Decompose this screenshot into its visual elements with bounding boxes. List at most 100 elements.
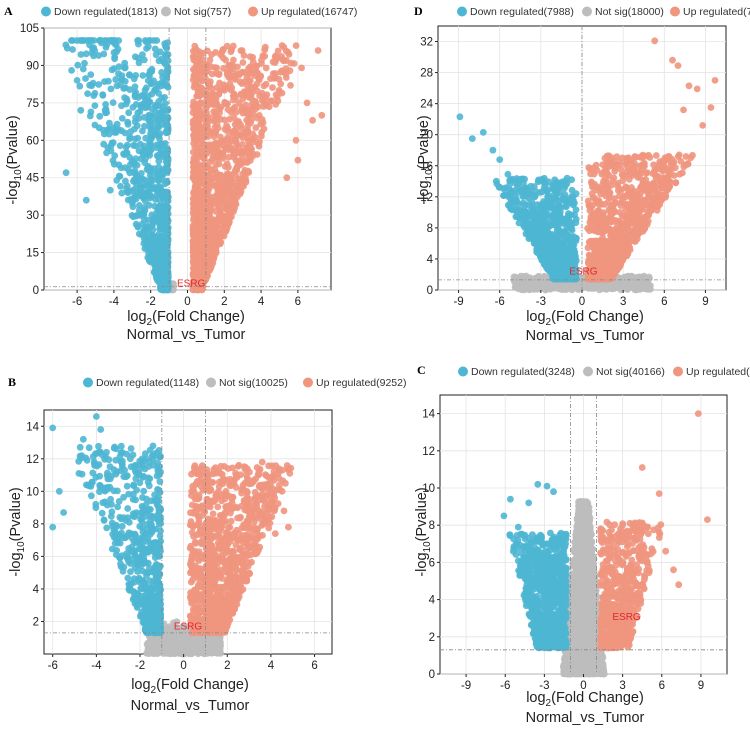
point-down (106, 186, 114, 194)
legend-label-not_sig: Not sig(18000) (595, 6, 664, 18)
point-down (157, 249, 165, 257)
point-down (157, 208, 165, 216)
point-down (558, 182, 565, 189)
point-down (154, 124, 161, 132)
legend-dot-not_sig (582, 6, 592, 17)
point-up (224, 124, 232, 132)
point-not_sig (575, 283, 583, 291)
point-down (103, 37, 111, 44)
point-down (118, 189, 126, 197)
point-up (192, 137, 200, 145)
point-up (196, 92, 204, 100)
point-down (531, 220, 538, 228)
y-tick-label: 30 (26, 210, 39, 222)
point-down (125, 71, 133, 79)
point-down (541, 180, 549, 188)
point-up (261, 43, 269, 51)
point-down (564, 221, 572, 228)
x-axis-title-rest: (Fold Change) (152, 309, 245, 325)
point-up (206, 248, 214, 255)
point-down (100, 50, 108, 58)
point-up (210, 234, 218, 241)
point-up (247, 119, 255, 127)
point-up (679, 169, 686, 177)
point-down (150, 268, 158, 276)
grid (44, 27, 331, 291)
point-up (256, 138, 263, 146)
point-down (156, 217, 164, 225)
point-up (229, 61, 237, 69)
y-tick-label: 60 (26, 135, 39, 147)
point-down (82, 196, 90, 204)
point-up (280, 43, 288, 51)
legend: Down regulated(1813) Not sig(757) Up regul… (41, 6, 357, 18)
point-down (147, 126, 155, 133)
point-down (549, 185, 557, 193)
point-down (79, 37, 86, 44)
point-down (137, 192, 144, 200)
point-up (215, 70, 223, 78)
point-up (233, 125, 241, 132)
point-down (68, 67, 75, 74)
point-not_sig (514, 276, 521, 283)
point-down (148, 112, 156, 119)
point-down (151, 261, 159, 269)
point-up (236, 177, 244, 185)
point-down (69, 46, 76, 53)
point-up (274, 97, 282, 105)
point-up (294, 156, 302, 164)
point-up (287, 59, 295, 67)
point-down (130, 194, 138, 202)
point-up (221, 116, 229, 124)
point-up (219, 46, 227, 53)
point-up (280, 68, 288, 76)
point-up (197, 65, 205, 72)
point-down (536, 207, 543, 215)
point-up (233, 140, 241, 148)
point-down (95, 52, 102, 59)
point-up (214, 180, 222, 188)
point-down (130, 159, 138, 167)
point-down (543, 242, 551, 250)
point-down (120, 151, 128, 159)
point-up (239, 109, 247, 117)
point-up (262, 80, 270, 88)
point-down (130, 169, 138, 177)
point-up (194, 253, 202, 260)
point-up (213, 64, 221, 72)
point-down (131, 91, 139, 99)
point-down (115, 63, 123, 71)
point-down (527, 182, 535, 190)
point-down (74, 61, 82, 69)
point-down (124, 196, 132, 204)
point-down (116, 142, 124, 150)
point-up (197, 99, 205, 107)
point-down (117, 182, 124, 190)
point-up (195, 210, 203, 218)
point-down (569, 236, 577, 244)
point-down (110, 160, 118, 168)
point-up (271, 59, 279, 66)
y-tick-label: 105 (20, 23, 39, 35)
point-down (62, 169, 70, 177)
point-down (164, 254, 172, 262)
point-down (87, 108, 95, 116)
point-down (160, 231, 168, 238)
legend-dot-up (670, 6, 680, 17)
point-up (211, 93, 218, 101)
point-down (146, 164, 154, 172)
point-up (191, 131, 198, 138)
point-up (193, 203, 201, 210)
point-down (135, 147, 143, 155)
point-up (204, 115, 212, 123)
point-down (160, 169, 167, 177)
point-down (158, 94, 166, 102)
point-up (229, 198, 236, 206)
point-down (123, 98, 131, 105)
point-not_sig (619, 277, 627, 285)
point-up (213, 115, 221, 123)
point-down (558, 256, 566, 264)
point-down (118, 115, 126, 122)
point-down (139, 100, 147, 108)
point-down (157, 274, 165, 282)
